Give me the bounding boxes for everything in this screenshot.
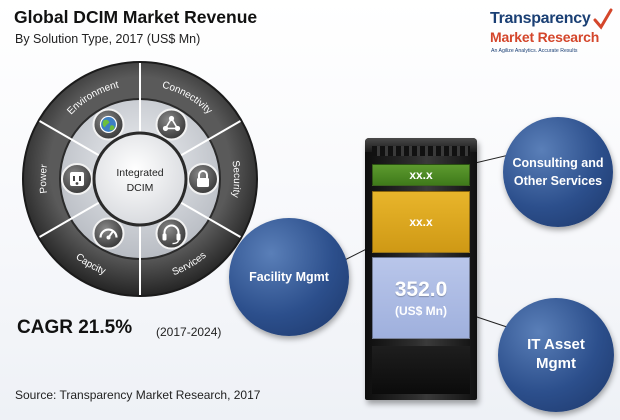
cagr-period: (2017-2024) <box>156 325 222 339</box>
segment-label: Power <box>38 163 50 194</box>
bar-it-asset: 352.0 (US$ Mn) <box>372 257 470 339</box>
wheel-divider <box>39 120 101 157</box>
callout-it-asset-line1: IT Asset <box>527 336 585 354</box>
bar-it-asset-value: 352.0 <box>394 278 448 301</box>
callout-facility: Facility Mgmt <box>229 218 349 336</box>
callout-consulting-line2: Other Services <box>513 174 603 188</box>
chart-subtitle: By Solution Type, 2017 (US$ Mn) <box>15 32 201 46</box>
callout-facility-label: Facility Mgmt <box>249 270 329 284</box>
wheel-center <box>92 131 188 227</box>
bar-facility: xx.x <box>372 191 470 253</box>
wheel-center-label: DCIM <box>127 182 154 194</box>
wheel-center-label: Integrated <box>116 167 163 179</box>
headset-icon <box>155 217 188 250</box>
gauge-icon <box>92 217 125 250</box>
dcim-wheel: ConnectivitySecurityServicesCapcityPower… <box>22 61 258 297</box>
chart-title: Global DCIM Market Revenue <box>14 7 258 27</box>
bar-it-asset-unit: (US$ Mn) <box>395 304 447 318</box>
network-icon <box>155 108 188 141</box>
source-note: Source: Transparency Market Research, 20… <box>15 388 261 402</box>
callout-it-asset-line2: Mgmt <box>535 355 576 372</box>
globe-icon <box>92 108 125 141</box>
bar-facility-value: xx.x <box>409 215 433 229</box>
logo-line2: Market Research <box>490 29 600 45</box>
logo-line1: Transparency <box>490 10 591 27</box>
cagr-value: CAGR 21.5% <box>17 317 133 338</box>
power-outlet-icon <box>61 163 93 195</box>
wheel-divider <box>179 201 241 238</box>
wheel-divider <box>179 120 241 157</box>
bar-consulting: xx.x <box>372 164 470 186</box>
segment-label: Security <box>229 160 242 199</box>
checkmark-icon <box>593 8 613 30</box>
callout-consulting: Consulting and Other Services <box>503 117 613 227</box>
padlock-icon <box>187 163 219 195</box>
wheel-divider <box>39 201 101 238</box>
tmr-logo: Transparency Market Research An Agilize … <box>490 8 615 66</box>
callout-it-asset: IT Asset Mgmt <box>498 298 614 412</box>
logo-tagline: An Agilize Analytics. Accurate Results <box>491 48 578 54</box>
bar-consulting-value: xx.x <box>409 168 433 182</box>
rack-base <box>372 346 470 394</box>
callout-consulting-line1: Consulting and <box>512 155 604 170</box>
rack-vent <box>372 146 470 156</box>
